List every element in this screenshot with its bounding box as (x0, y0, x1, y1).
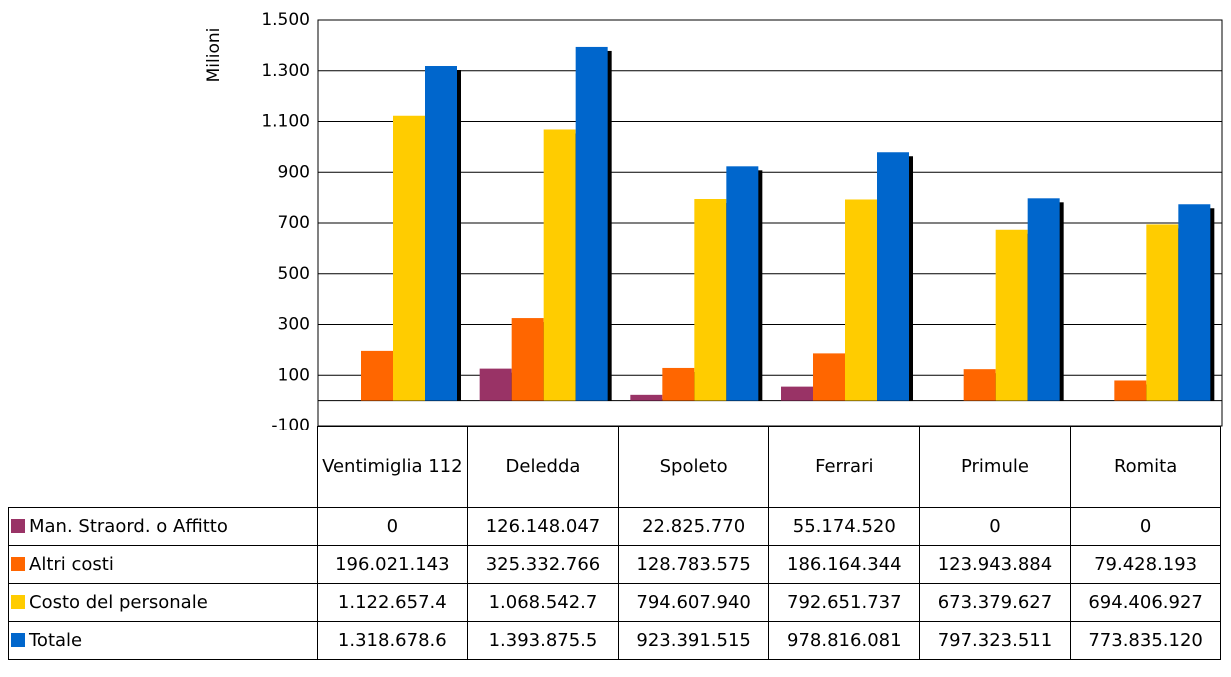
value-label: 773.835.120 (1069, 621, 1222, 660)
legend-label: Altri costi (29, 554, 114, 575)
value-label: 196.021.143 (316, 545, 469, 584)
y-tick-label: 1.500 (261, 10, 310, 30)
bar (662, 367, 695, 401)
value-label: 1.318.678.6 (316, 621, 469, 660)
bar (425, 66, 457, 401)
value-label: 673.379.627 (919, 583, 1071, 622)
data-table: Ventimiglia 112 Deledda Spoleto Ferrari Prim… (8, 426, 1222, 660)
bar (813, 353, 845, 401)
bar (877, 152, 909, 401)
bar (845, 199, 877, 401)
value-label: 923.391.515 (617, 621, 770, 660)
bar (963, 369, 996, 401)
series-row: Costo del personale 1.122.657.4 1.068.542.… (8, 583, 1222, 622)
bar (393, 115, 425, 401)
series-row: Man. Straord. o Affitto 0 126.148.047 22.82… (8, 507, 1222, 546)
bar (726, 166, 759, 401)
value-label: 1.122.657.4 (316, 583, 469, 622)
legend-entry: Totale (8, 621, 318, 660)
bar (479, 368, 512, 401)
value-label: 123.943.884 (919, 545, 1071, 584)
bar (511, 318, 544, 401)
value-label: 0 (1069, 507, 1222, 546)
value-label: 0 (316, 507, 469, 546)
x-tick-label: Spoleto (617, 426, 770, 508)
x-tick-label: Primule (919, 426, 1071, 508)
legend-key (11, 633, 25, 647)
y-tick-label: 900 (278, 162, 310, 182)
value-label: 126.148.047 (467, 507, 619, 546)
legend-entry: Man. Straord. o Affitto (8, 507, 318, 546)
y-tick-label: 300 (278, 315, 310, 335)
legend-label: Costo del personale (29, 592, 208, 613)
header-row: Ventimiglia 112 Deledda Spoleto Ferrari Prim… (8, 426, 1222, 508)
x-tick-label: Deledda (467, 426, 619, 508)
bar (781, 386, 813, 401)
bar (1178, 204, 1211, 401)
corner (8, 426, 318, 508)
series-row: Altri costi 196.021.143 325.332.766 128.783… (8, 545, 1222, 584)
value-label: 794.607.940 (617, 583, 770, 622)
y-tick-label: 100 (278, 365, 310, 385)
value-label: 978.816.081 (768, 621, 921, 660)
chart: Milioni -1001003005007009001.1001.3001.5… (204, 10, 1223, 430)
y-tick-label: 1.300 (261, 61, 310, 81)
value-label: 79.428.193 (1069, 545, 1222, 584)
x-tick-label: Ferrari (768, 426, 921, 508)
y-tick-label: 500 (278, 264, 310, 284)
y-tick-label: 700 (278, 213, 310, 233)
value-label: 325.332.766 (467, 545, 619, 584)
value-label: 1.068.542.7 (467, 583, 619, 622)
x-tick-label: Ventimiglia 112 (316, 426, 469, 508)
bar (1027, 198, 1060, 401)
series-row: Totale 1.318.678.6 1.393.875.5 923.391.515 9… (8, 621, 1222, 660)
bar (543, 129, 576, 401)
value-label: 55.174.520 (768, 507, 921, 546)
y-axis-label: Milioni (204, 28, 224, 83)
legend-label: Man. Straord. o Affitto (29, 516, 228, 537)
bar (995, 229, 1028, 401)
bar (361, 350, 393, 401)
legend-key (11, 595, 25, 609)
value-label: 792.651.737 (768, 583, 921, 622)
value-label: 0 (919, 507, 1071, 546)
value-label: 1.393.875.5 (467, 621, 619, 660)
legend-label: Totale (29, 630, 83, 651)
bar (694, 198, 727, 401)
bar (1114, 380, 1147, 401)
x-tick-label: Romita (1069, 426, 1222, 508)
legend-entry: Costo del personale (8, 583, 318, 622)
y-tick-label: 1.100 (261, 112, 310, 132)
bar (1146, 224, 1179, 401)
legend-key (11, 519, 25, 533)
legend-entry: Altri costi (8, 545, 318, 584)
bar (630, 394, 663, 401)
bar (575, 46, 608, 401)
value-label: 186.164.344 (768, 545, 921, 584)
legend-key (11, 557, 25, 571)
value-label: 128.783.575 (617, 545, 770, 584)
value-label: 22.825.770 (617, 507, 770, 546)
value-label: 797.323.511 (919, 621, 1071, 660)
value-label: 694.406.927 (1069, 583, 1222, 622)
